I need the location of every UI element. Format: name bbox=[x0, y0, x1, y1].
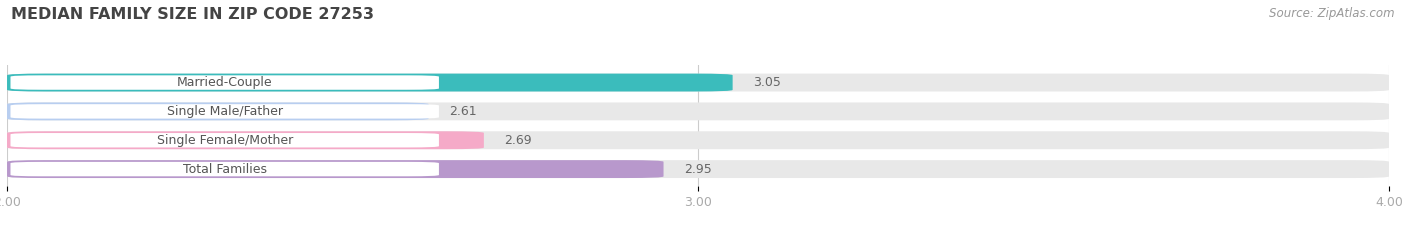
FancyBboxPatch shape bbox=[7, 160, 1389, 178]
FancyBboxPatch shape bbox=[7, 131, 1389, 149]
FancyBboxPatch shape bbox=[7, 103, 1389, 120]
Text: 2.95: 2.95 bbox=[685, 163, 711, 176]
Text: 2.69: 2.69 bbox=[505, 134, 533, 147]
Text: Single Female/Mother: Single Female/Mother bbox=[156, 134, 292, 147]
Text: Total Families: Total Families bbox=[183, 163, 267, 176]
FancyBboxPatch shape bbox=[10, 133, 439, 147]
FancyBboxPatch shape bbox=[7, 160, 664, 178]
Text: Single Male/Father: Single Male/Father bbox=[167, 105, 283, 118]
Text: Married-Couple: Married-Couple bbox=[177, 76, 273, 89]
FancyBboxPatch shape bbox=[7, 74, 733, 92]
FancyBboxPatch shape bbox=[7, 74, 1389, 92]
Text: MEDIAN FAMILY SIZE IN ZIP CODE 27253: MEDIAN FAMILY SIZE IN ZIP CODE 27253 bbox=[11, 7, 374, 22]
FancyBboxPatch shape bbox=[10, 75, 439, 90]
Text: 3.05: 3.05 bbox=[754, 76, 782, 89]
FancyBboxPatch shape bbox=[7, 103, 429, 120]
FancyBboxPatch shape bbox=[7, 131, 484, 149]
Text: 2.61: 2.61 bbox=[450, 105, 477, 118]
FancyBboxPatch shape bbox=[10, 104, 439, 119]
FancyBboxPatch shape bbox=[10, 162, 439, 176]
Text: Source: ZipAtlas.com: Source: ZipAtlas.com bbox=[1270, 7, 1395, 20]
